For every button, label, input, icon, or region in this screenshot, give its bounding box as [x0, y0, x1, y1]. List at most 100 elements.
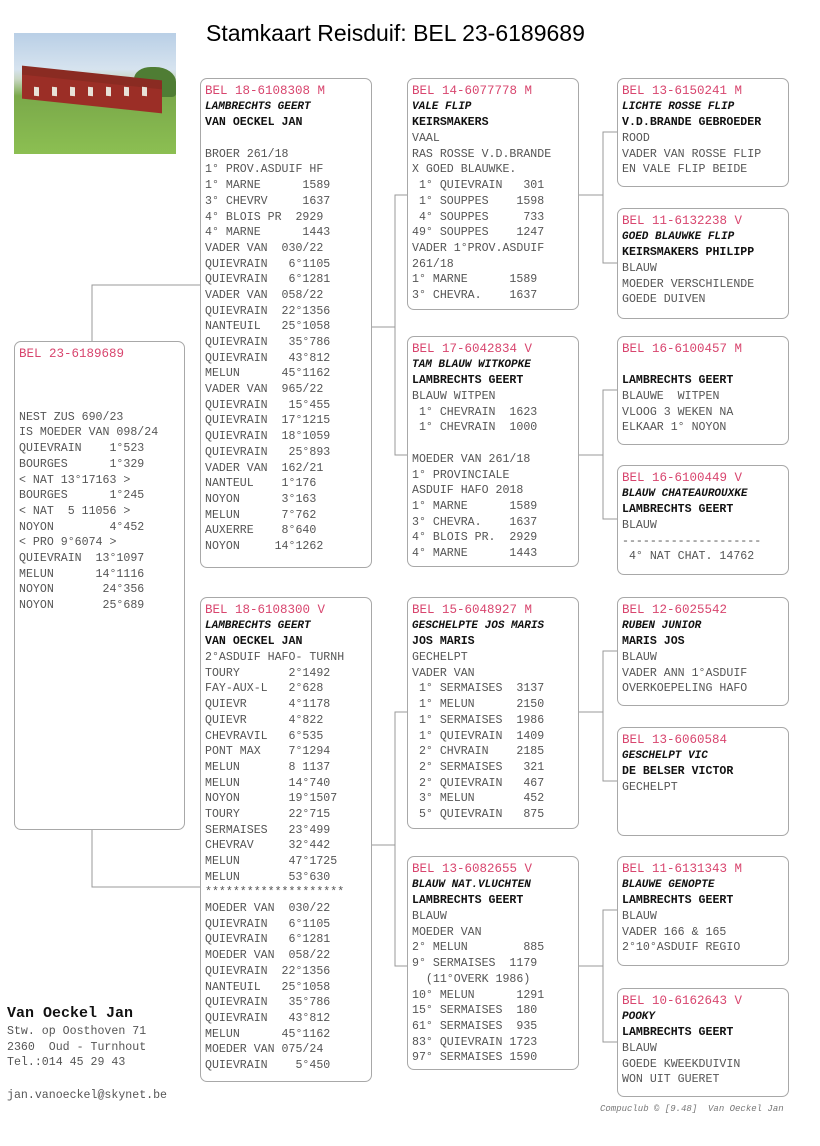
info-line: ********************	[205, 886, 345, 900]
breeder-name: JOS MARIS	[412, 635, 475, 649]
info-line: 83° QUIEVRAIN 1723	[412, 1035, 538, 1049]
info-line: MOEDER VAN 261/18	[412, 452, 531, 466]
ring-number: BEL 16-6100449 V	[622, 471, 743, 485]
pigeon-name: BLAUW NAT.VLUCHTEN	[412, 878, 531, 891]
info-line: 3° CHEVRV 1637	[205, 194, 331, 208]
info-line: 1° SERMAISES 1986	[412, 713, 545, 727]
info-line: 4° BLOIS PR. 2929	[412, 531, 538, 545]
info-line: NANTEUIL 25°1058	[205, 320, 331, 334]
info-line: 1° CHEVRAIN 1000	[412, 421, 538, 435]
breeder-name: VAN OECKEL JAN	[205, 116, 303, 130]
info-line: MOEDER VAN 075/24	[205, 1043, 324, 1057]
pigeon-name: LICHTE ROSSE FLIP	[622, 100, 735, 113]
info-line: QUIEVRAIN 5°450	[205, 1058, 331, 1072]
info-line: VADER 1°PROV.ASDUIF	[412, 241, 545, 255]
info-line: MELUN 45°1162	[205, 367, 331, 381]
ring-number: BEL 14-6077778 M	[412, 84, 533, 98]
ring-number: BEL 18-6108300 V	[205, 603, 326, 617]
pedigree-box-father-mother: BEL 17-6042834 V TAM BLAUW WITKOPKE LAMBRE…	[407, 336, 579, 567]
ring-number: BEL 13-6060584	[622, 733, 728, 747]
pedigree-box-fmf: BEL 16-6100457 M LAMBRECHTS GEERT BLAUWE W…	[617, 336, 789, 445]
info-line: QUIEVRAIN 6°1105	[205, 917, 331, 931]
info-line: WON UIT GUERET	[622, 1073, 720, 1087]
info-line: QUIEVRAIN 35°786	[205, 336, 331, 349]
loft-photo	[14, 33, 176, 154]
ring-number: BEL 12-6025542	[622, 603, 728, 617]
info-line: GECHELPT	[412, 651, 468, 665]
info-line: ELKAAR 1° NOYON	[622, 421, 727, 435]
info-line: QUIEVRAIN 35°786	[205, 996, 331, 1010]
pedigree-box-father-father: BEL 14-6077778 M VALE FLIP KEIRSMAKERS VAAL…	[407, 78, 579, 310]
info-line: 10° MELUN 1291	[412, 988, 545, 1002]
ring-number: BEL 13-6082655 V	[412, 862, 533, 876]
pedigree-box-fmm: BEL 16-6100449 V BLAUW CHATEAUROUXKE LAMBR…	[617, 465, 789, 575]
info-line	[19, 363, 184, 379]
pigeon-name: LAMBRECHTS GEERT	[205, 100, 311, 113]
info-line: RAS ROSSE V.D.BRANDE	[412, 147, 552, 161]
info-line: 1° QUIEVRAIN 1409	[412, 729, 545, 743]
info-line: OVERKOEPELING HAFO	[622, 682, 748, 696]
info-line: 1° MARNE 1589	[205, 179, 331, 193]
info-line: 1° MARNE 1589	[412, 273, 538, 287]
info-line: 1° QUIEVRAIN 301	[412, 179, 545, 193]
breeder-name: VAN OECKEL JAN	[205, 635, 303, 649]
info-line: QUIEVRAIN 17°1215	[205, 414, 331, 428]
info-line: VADER VAN 030/22	[205, 241, 324, 255]
info-line: MOEDER VAN 058/22	[205, 949, 331, 963]
pedigree-box-fff: BEL 13-6150241 M LICHTE ROSSE FLIP V.D.BRA…	[617, 78, 789, 187]
pigeon-name: RUBEN JUNIOR	[622, 619, 702, 632]
info-line: ASDUIF HAFO 2018	[412, 484, 524, 498]
info-line: QUIEVRAIN 22°1356	[205, 304, 331, 318]
breeder-name: V.D.BRANDE GEBROEDER	[622, 116, 762, 130]
info-line: BLAUW	[622, 262, 657, 276]
info-line: EN VALE FLIP BEIDE	[622, 163, 748, 177]
pedigree-box-mmm: BEL 10-6162643 V POOKY LAMBRECHTS GEERT BLA…	[617, 988, 789, 1097]
info-line: VADER VAN ROSSE FLIP	[622, 147, 762, 161]
info-line: 261/18	[412, 257, 454, 271]
info-line	[19, 394, 184, 410]
ring-number: BEL 11-6131343 M	[622, 862, 743, 876]
info-line: TOURY 2°1492	[205, 666, 331, 680]
info-line: 49° SOUPPES 1247	[412, 226, 545, 240]
breeder-name: LAMBRECHTS GEERT	[622, 894, 734, 908]
owner-phone: Tel.:014 45 29 43	[7, 1056, 126, 1070]
info-line: BLAUW	[622, 651, 657, 665]
info-line: QUIEVRAIN 43°812	[205, 1011, 331, 1025]
info-line: MELUN 53°630	[205, 870, 331, 884]
info-line: < NAT 5 11056 >	[19, 504, 131, 518]
info-line: AUXERRE 8°640	[205, 524, 317, 538]
info-line: QUIEVRAIN 43°812	[205, 351, 331, 365]
info-line: GOEDE DUIVEN	[622, 293, 706, 307]
info-line: QUIEVRAIN 6°1281	[205, 273, 331, 287]
info-line: CHEVRAV 32°442	[205, 839, 331, 853]
breeder-name: LAMBRECHTS GEERT	[622, 503, 734, 517]
info-line: 1° SERMAISES 3137	[412, 682, 545, 696]
footer-credit: Compuclub © [9.48] Van Oeckel Jan	[600, 1104, 784, 1114]
pedigree-box-mff: BEL 12-6025542 RUBEN JUNIOR MARIS JOS BLAUW…	[617, 597, 789, 706]
page-title: Stamkaart Reisduif: BEL 23-6189689	[206, 20, 585, 46]
info-line: BLAUWE WITPEN	[622, 390, 720, 404]
pedigree-box-mmf: BEL 11-6131343 M BLAUWE GENOPTE LAMBRECHTS…	[617, 856, 789, 966]
info-line: 4° MARNE 1443	[205, 226, 331, 240]
info-line: QUIEVRAIN 6°1105	[205, 257, 331, 271]
pigeon-name: GESCHELPTE JOS MARIS	[412, 619, 545, 632]
info-line: < PRO 9°6074 >	[19, 536, 117, 550]
info-line: VLOOG 3 WEKEN NA	[622, 405, 734, 419]
info-line: VADER VAN 965/22	[205, 383, 324, 397]
info-line: BLAUW	[622, 519, 657, 533]
ring-number: BEL 18-6108308 M	[205, 84, 326, 98]
pigeon-name: GOED BLAUWKE FLIP	[622, 230, 735, 243]
info-line: QUIEVRAIN 25°893	[205, 445, 331, 459]
info-line: 1° PROV.ASDUIF HF	[205, 163, 324, 177]
pigeon-name: BLAUWE GENOPTE	[622, 878, 715, 891]
info-line: VADER ANN 1°ASDUIF	[622, 666, 748, 680]
info-line: QUIEVRAIN 1°523	[19, 442, 145, 456]
info-line: X GOED BLAUWKE.	[412, 163, 517, 177]
info-line	[19, 378, 184, 394]
ring-number: BEL 17-6042834 V	[412, 342, 533, 356]
info-line: TOURY 22°715	[205, 807, 331, 821]
owner-address-line: Stw. op Oosthoven 71	[7, 1025, 147, 1038]
info-line: MOEDER VAN	[412, 925, 482, 939]
owner-address-line: 2360 Oud - Turnhout	[7, 1040, 147, 1054]
